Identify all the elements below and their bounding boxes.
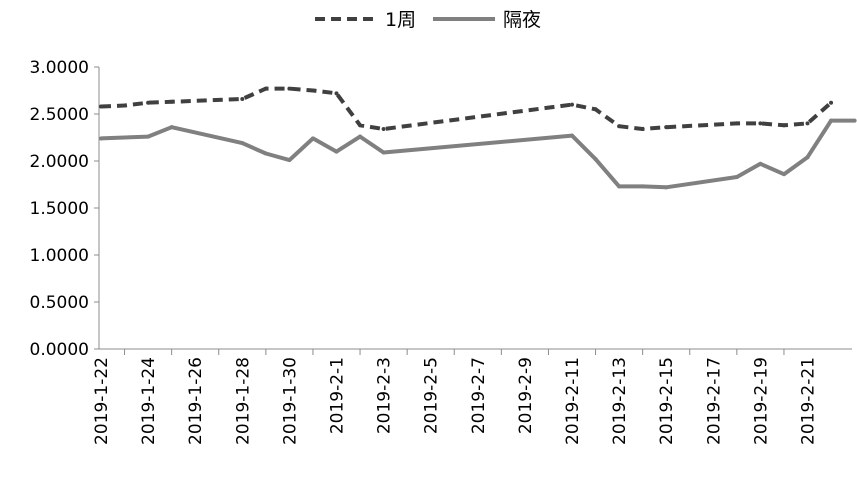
series-layer bbox=[99, 86, 857, 190]
series-line-1 bbox=[100, 86, 833, 131]
legend-label: 隔夜 bbox=[503, 9, 541, 31]
data-point bbox=[263, 151, 268, 156]
data-point bbox=[570, 133, 574, 138]
data-point bbox=[781, 123, 786, 128]
x-tick-label: 2019-2-1 bbox=[328, 357, 348, 434]
data-point bbox=[852, 118, 857, 123]
x-tick-label: 2019-2-9 bbox=[516, 357, 536, 434]
series-line-2 bbox=[100, 118, 855, 190]
data-point bbox=[664, 125, 669, 130]
x-tick-label: 2019-2-3 bbox=[375, 357, 395, 434]
x-tick-label: 2019-1-30 bbox=[280, 357, 300, 445]
x-tick-label: 2019-2-5 bbox=[422, 357, 442, 434]
data-point bbox=[570, 102, 574, 107]
data-point bbox=[263, 86, 268, 91]
legend: 1周 隔夜 bbox=[315, 9, 541, 31]
data-point bbox=[664, 185, 669, 190]
data-point bbox=[310, 136, 315, 141]
x-tick-label: 2019-2-7 bbox=[469, 357, 489, 434]
x-tick-label: 2019-2-13 bbox=[610, 357, 630, 445]
y-tick-label: 0.0000 bbox=[30, 340, 89, 360]
y-tick-label: 1.0000 bbox=[30, 246, 89, 266]
x-axis: 2019-1-22 2019-1-24 2019-1-26 2019-1-28 2019… bbox=[92, 348, 852, 445]
data-point bbox=[758, 121, 763, 126]
data-point bbox=[169, 125, 174, 130]
data-point bbox=[358, 123, 363, 128]
data-point bbox=[593, 157, 598, 162]
y-tick-label: 1.5000 bbox=[30, 199, 89, 219]
data-point bbox=[334, 91, 339, 96]
x-tick-label: 2019-1-24 bbox=[139, 357, 159, 445]
y-axis: 0.0000 0.5000 1.0000 1.5000 2.0000 2.5000 3.00… bbox=[30, 58, 100, 360]
x-tick-label: 2019-2-11 bbox=[563, 357, 583, 445]
data-point bbox=[240, 96, 245, 101]
data-point bbox=[805, 121, 810, 126]
data-point bbox=[146, 134, 151, 139]
y-tick-label: 3.0000 bbox=[30, 58, 89, 78]
y-tick-label: 0.5000 bbox=[30, 293, 89, 313]
y-tick-label: 2.0000 bbox=[30, 152, 89, 172]
data-point bbox=[734, 174, 739, 179]
x-tick-label: 2019-2-19 bbox=[751, 357, 771, 445]
legend-item-2: 隔夜 bbox=[433, 9, 541, 31]
data-point bbox=[310, 88, 315, 93]
data-point bbox=[334, 149, 339, 154]
data-point bbox=[829, 118, 834, 123]
data-point bbox=[381, 127, 386, 132]
x-tick-label: 2019-2-21 bbox=[799, 357, 819, 445]
legend-label: 1周 bbox=[385, 9, 416, 31]
data-point bbox=[781, 172, 786, 177]
x-tick-label: 2019-1-28 bbox=[233, 357, 253, 445]
data-point bbox=[358, 134, 363, 139]
x-tick-label: 2019-1-22 bbox=[92, 357, 112, 445]
data-point bbox=[758, 161, 763, 166]
x-tick-label: 2019-2-15 bbox=[657, 357, 677, 445]
data-point bbox=[593, 107, 598, 112]
data-point bbox=[805, 155, 810, 160]
x-tick-label: 2019-2-17 bbox=[704, 357, 724, 445]
data-point bbox=[640, 127, 645, 132]
data-point bbox=[99, 136, 103, 141]
data-point bbox=[640, 184, 645, 189]
data-point bbox=[381, 150, 386, 155]
data-point bbox=[734, 121, 739, 126]
data-point bbox=[99, 104, 103, 109]
data-point bbox=[287, 86, 292, 91]
data-point bbox=[146, 100, 151, 105]
data-point bbox=[122, 103, 127, 108]
x-tick-label: 2019-1-26 bbox=[186, 357, 206, 445]
y-tick-label: 2.5000 bbox=[30, 105, 89, 125]
data-point bbox=[240, 141, 245, 146]
data-point bbox=[829, 100, 834, 105]
data-point bbox=[617, 184, 622, 189]
data-point bbox=[287, 158, 292, 163]
data-point bbox=[169, 99, 174, 104]
legend-item-1: 1周 bbox=[315, 9, 416, 31]
data-point bbox=[617, 124, 622, 129]
